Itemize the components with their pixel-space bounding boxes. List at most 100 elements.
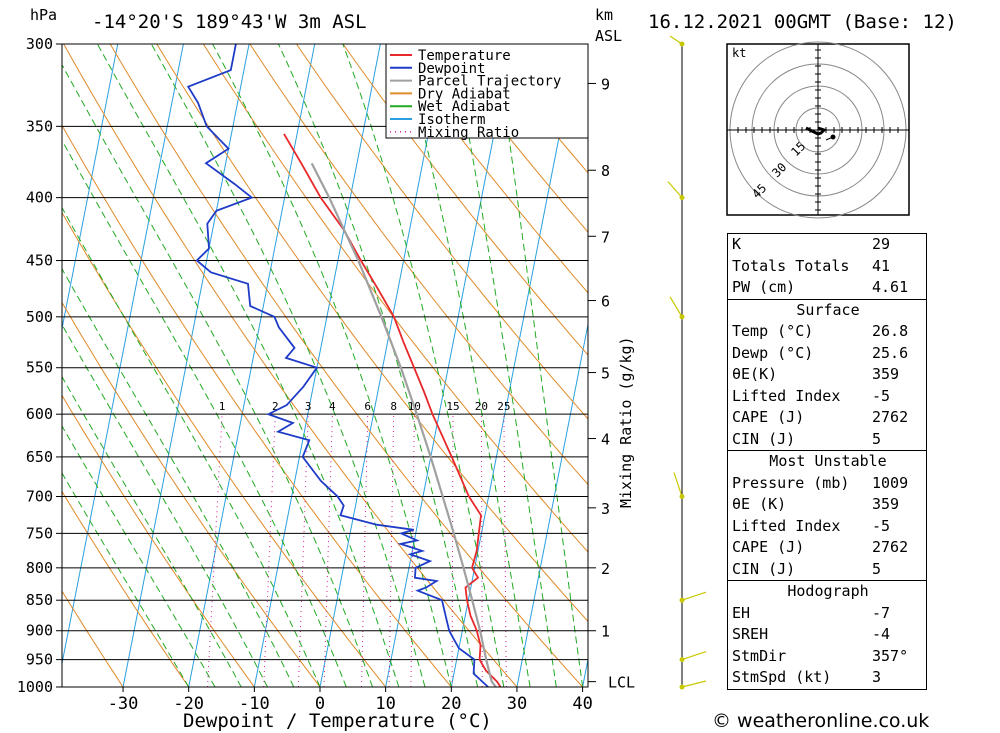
km-label: 2 [601, 560, 610, 578]
index-label: θE (K) [732, 495, 787, 513]
km-label: 1 [601, 623, 610, 641]
pressure-label: 550 [26, 359, 53, 377]
index-label: K [732, 235, 742, 253]
dewpoint-line [186, 44, 489, 687]
x-tick-label: -30 [108, 694, 139, 714]
index-value: 3 [872, 668, 882, 686]
index-block: Most Unstable Pressure (mb) 1009 θE (K) 359 L… [727, 451, 927, 581]
index-row: Lifted Index -5 [728, 516, 928, 538]
dry-adiabat-line [109, 44, 584, 687]
datetime-title: 16.12.2021 00GMT (Base: 12) [648, 11, 957, 33]
index-row: CIN (J) 5 [728, 429, 928, 451]
pressure-label: 650 [26, 448, 53, 466]
index-row: θE (K) 359 [728, 494, 928, 516]
index-block: K 29 Totals Totals 41 PW (cm) 4.61 [727, 233, 927, 300]
index-label: Dewp (°C) [732, 343, 814, 362]
index-row: CIN (J) 5 [728, 559, 928, 581]
index-value: 357° [872, 646, 909, 665]
wind-barb [681, 651, 707, 661]
x-axis-label: Dewpoint / Temperature (°C) [183, 710, 492, 732]
isotherm-line [253, 44, 381, 687]
x-tick-label: -20 [173, 694, 204, 714]
km-label: 5 [601, 365, 610, 383]
index-label: Pressure (mb) [732, 473, 850, 492]
mixing-ratio-line [388, 414, 395, 687]
index-row: Totals Totals 41 [728, 256, 928, 278]
index-label: θE(K) [732, 365, 778, 383]
index-label: EH [732, 603, 751, 622]
dry-adiabat-line [295, 44, 588, 420]
mixing-ratio-label: 20 [475, 400, 488, 413]
index-block: Surface Temp (°C) 26.8 Dewp (°C) 25.6 θE(K) 35… [727, 299, 928, 451]
index-value: 25.6 [872, 343, 909, 362]
x-tick-label: 40 [572, 694, 592, 714]
index-row: CAPE (J) 2762 [728, 537, 928, 559]
asl-unit: ASL [595, 27, 622, 45]
km-unit: km [595, 6, 613, 24]
legend-label: Temperature [418, 48, 511, 64]
dry-adiabat-line [62, 590, 124, 687]
legend-label: Isotherm [418, 112, 485, 128]
pressure-label: 700 [26, 488, 53, 506]
wet-adiabat-line [212, 44, 452, 687]
mixing-ratio-line [410, 414, 415, 687]
parcel-trajectory-line [310, 162, 497, 687]
x-tick-label: 30 [507, 694, 527, 714]
index-table: Most Unstable Pressure (mb) 1009 θE (K) 359 L… [728, 451, 928, 580]
pressure-label: 800 [26, 559, 53, 577]
index-table: K 29 Totals Totals 41 PW (cm) 4.61 [728, 234, 928, 299]
index-label: Totals Totals [732, 256, 850, 275]
plot-frame [61, 43, 589, 688]
mixing-ratio-line [451, 414, 454, 687]
pressure-label: 900 [26, 622, 53, 640]
wet-adiabat-line [150, 44, 426, 687]
index-row: CAPE (J) 2762 [728, 407, 928, 429]
pressure-label: 400 [26, 189, 53, 207]
km-label: 6 [601, 293, 610, 311]
isotherm-line [516, 321, 588, 687]
legend-label: Dry Adiabat [418, 86, 511, 102]
index-label: CIN (J) [732, 429, 796, 448]
isotherm-line [62, 44, 119, 332]
mixing-ratio-line [207, 414, 223, 687]
mixing-ratio-label: 1 [219, 400, 226, 413]
index-value: 1009 [872, 473, 909, 492]
index-value: 2762 [872, 408, 909, 426]
mixing-ratio-line [297, 414, 309, 687]
km-label: 9 [601, 75, 610, 93]
mixing-ratio-line [503, 414, 507, 687]
index-row: StmDir 357° [728, 646, 928, 668]
legend-label: Wet Adiabat [418, 99, 511, 115]
index-label: CIN (J) [732, 559, 796, 578]
isotherm-line [62, 44, 184, 667]
dry-adiabat-line [342, 44, 588, 356]
index-label: Lifted Index [732, 386, 841, 405]
mixing-ratio-label: 4 [329, 400, 336, 413]
legend-label: Mixing Ratio [418, 125, 519, 141]
index-value: -5 [872, 516, 891, 535]
mixing-ratio-label: 8 [390, 400, 397, 413]
mixing-ratio-label: 2 [272, 400, 279, 413]
km-label: 8 [601, 162, 610, 180]
index-value: -7 [872, 603, 891, 622]
wind-barb [673, 472, 683, 497]
pressure-label: 850 [26, 591, 53, 609]
wet-adiabat-line [62, 63, 373, 687]
index-value: 4.61 [872, 278, 909, 296]
index-label: PW (cm) [732, 278, 796, 296]
index-label: Lifted Index [732, 516, 841, 535]
index-block: Hodograph EH -7 SREH -4 StmDir 357° StmSpd (kt)… [727, 581, 927, 690]
km-label: 3 [601, 500, 610, 518]
copyright: © weatheronline.co.uk [712, 710, 930, 732]
index-row: K 29 [728, 234, 928, 256]
index-row: StmSpd (kt) 3 [728, 667, 928, 689]
wind-barb [669, 35, 683, 45]
dry-adiabat-line [249, 44, 588, 486]
index-label: StmDir [732, 646, 787, 665]
x-tick-label: 20 [441, 694, 461, 714]
index-row: Temp (°C) 26.8 [728, 321, 928, 343]
wind-barb [681, 591, 707, 601]
